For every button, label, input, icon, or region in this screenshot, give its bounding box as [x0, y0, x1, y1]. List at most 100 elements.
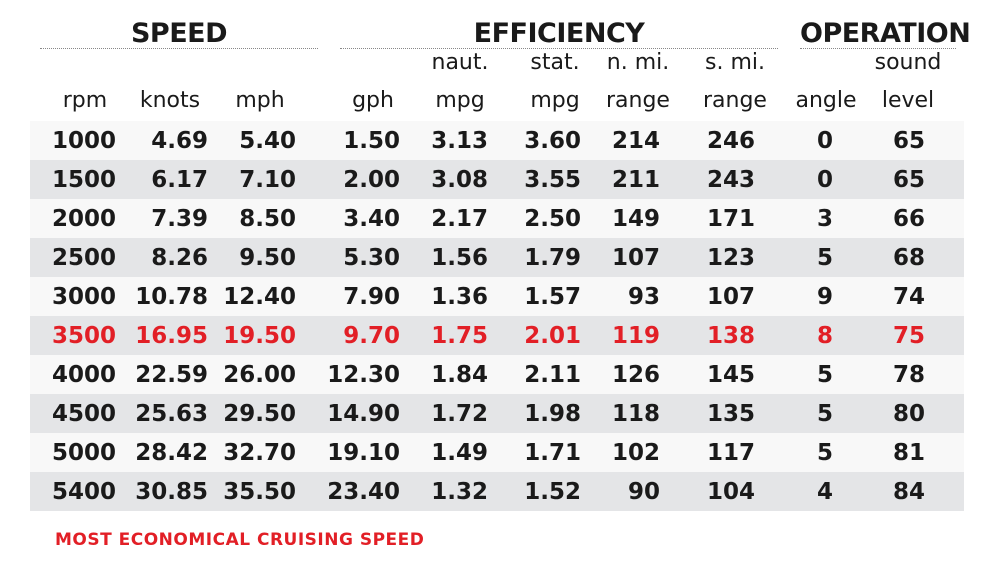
- cell-naut-mpg: 2.17: [431, 206, 488, 232]
- cell-rpm: 1000: [51, 128, 116, 154]
- cell-knots: 28.42: [135, 440, 208, 466]
- cell-rpm: 5000: [51, 440, 116, 466]
- cell-mph: 7.10: [239, 167, 296, 193]
- cell-rpm: 2500: [51, 245, 116, 271]
- cell-angle: 4: [816, 479, 833, 505]
- cell-rpm: 3000: [51, 284, 116, 310]
- cell-knots: 25.63: [135, 401, 208, 427]
- cell-nmi-range: 107: [611, 245, 660, 271]
- cell-smi-range: 138: [706, 323, 755, 349]
- cell-mph: 9.50: [239, 245, 296, 271]
- table-row: 4500 25.63 29.50 14.90 1.72 1.98 118 135 5 80: [30, 394, 964, 433]
- cell-stat-mpg: 1.71: [524, 440, 581, 466]
- cell-knots: 4.69: [151, 128, 208, 154]
- column-header-sound-level: level: [881, 88, 935, 113]
- cell-naut-mpg: 1.49: [431, 440, 488, 466]
- column-header-rpm: rpm: [62, 88, 108, 113]
- cell-mph: 29.50: [223, 401, 296, 427]
- cell-knots: 16.95: [135, 323, 208, 349]
- cell-naut-mpg: 1.56: [431, 245, 488, 271]
- cell-sound-level: 65: [892, 167, 925, 193]
- cell-smi-range: 123: [706, 245, 755, 271]
- cell-smi-range: 117: [706, 440, 755, 466]
- cell-angle: 3: [816, 206, 833, 232]
- cell-mph: 19.50: [223, 323, 296, 349]
- cell-knots: 22.59: [135, 362, 208, 388]
- cell-rpm: 5400: [51, 479, 116, 505]
- cell-gph: 1.50: [343, 128, 400, 154]
- cell-mph: 12.40: [223, 284, 296, 310]
- cell-smi-range: 104: [706, 479, 755, 505]
- data-table: 1000 4.69 5.40 1.50 3.13 3.60 214 246 0 65 1500 6.1…: [30, 121, 964, 511]
- table-row: 4000 22.59 26.00 12.30 1.84 2.11 126 145 5 78: [30, 355, 964, 394]
- cell-stat-mpg: 1.98: [524, 401, 581, 427]
- cell-nmi-range: 211: [611, 167, 660, 193]
- footnote: MOST ECONOMICAL CRUISING SPEED: [55, 530, 425, 550]
- cell-knots: 10.78: [135, 284, 208, 310]
- cell-naut-mpg: 1.75: [431, 323, 488, 349]
- column-header-naut-mpg: mpg: [435, 88, 485, 113]
- cell-angle: 5: [816, 440, 833, 466]
- cell-naut-mpg: 1.32: [431, 479, 488, 505]
- cell-rpm: 2000: [51, 206, 116, 232]
- group-title-operation: OPERATION: [800, 18, 971, 49]
- table-row: 3000 10.78 12.40 7.90 1.36 1.57 93 107 9 74: [30, 277, 964, 316]
- cell-naut-mpg: 3.13: [431, 128, 488, 154]
- cell-knots: 8.26: [151, 245, 208, 271]
- cell-stat-mpg: 2.01: [524, 323, 581, 349]
- cell-smi-range: 107: [706, 284, 755, 310]
- cell-stat-mpg: 1.79: [524, 245, 581, 271]
- column-header-stat-mpg: mpg: [530, 88, 580, 113]
- cell-nmi-range: 214: [611, 128, 660, 154]
- column-header-mph: mph: [235, 88, 285, 113]
- cell-gph: 7.90: [343, 284, 400, 310]
- cell-smi-range: 243: [706, 167, 755, 193]
- column-header-naut-top: naut.: [431, 50, 489, 75]
- cell-stat-mpg: 2.11: [524, 362, 581, 388]
- table-row: 1500 6.17 7.10 2.00 3.08 3.55 211 243 0 65: [30, 160, 964, 199]
- cell-sound-level: 74: [892, 284, 925, 310]
- column-header-knots: knots: [139, 88, 201, 113]
- cell-angle: 8: [816, 323, 833, 349]
- cell-sound-level: 80: [892, 401, 925, 427]
- cell-naut-mpg: 3.08: [431, 167, 488, 193]
- cell-gph: 9.70: [343, 323, 400, 349]
- cell-sound-level: 65: [892, 128, 925, 154]
- cell-sound-level: 66: [892, 206, 925, 232]
- cell-smi-range: 145: [706, 362, 755, 388]
- cell-knots: 6.17: [151, 167, 208, 193]
- cell-smi-range: 171: [706, 206, 755, 232]
- cell-smi-range: 246: [706, 128, 755, 154]
- cell-gph: 19.10: [327, 440, 400, 466]
- table-row: 5000 28.42 32.70 19.10 1.49 1.71 102 117 5 81: [30, 433, 964, 472]
- table-row: 5400 30.85 35.50 23.40 1.32 1.52 90 104 4 84: [30, 472, 964, 511]
- cell-rpm: 4500: [51, 401, 116, 427]
- column-header-nmi-range: range: [606, 88, 670, 113]
- cell-stat-mpg: 1.57: [524, 284, 581, 310]
- column-header-smi-range: range: [703, 88, 767, 113]
- cell-angle: 0: [816, 128, 833, 154]
- cell-angle: 0: [816, 167, 833, 193]
- cell-rpm: 1500: [51, 167, 116, 193]
- column-header-gph: gph: [352, 88, 394, 113]
- cell-nmi-range: 119: [611, 323, 660, 349]
- cell-sound-level: 78: [892, 362, 925, 388]
- column-header-sound-top: sound: [874, 50, 942, 75]
- cell-mph: 5.40: [239, 128, 296, 154]
- cell-nmi-range: 126: [611, 362, 660, 388]
- table-row: 2000 7.39 8.50 3.40 2.17 2.50 149 171 3 66: [30, 199, 964, 238]
- cell-rpm: 4000: [51, 362, 116, 388]
- cell-gph: 2.00: [343, 167, 400, 193]
- cell-stat-mpg: 2.50: [524, 206, 581, 232]
- group-title-speed: SPEED: [130, 18, 228, 49]
- cell-mph: 26.00: [223, 362, 296, 388]
- table-row: 2500 8.26 9.50 5.30 1.56 1.79 107 123 5 68: [30, 238, 964, 277]
- group-rule-speed: [40, 48, 318, 49]
- cell-gph: 12.30: [327, 362, 400, 388]
- cell-sound-level: 84: [892, 479, 925, 505]
- group-rule-efficiency: [340, 48, 778, 49]
- cell-stat-mpg: 3.55: [524, 167, 581, 193]
- group-rule-operation: [800, 48, 956, 49]
- group-title-efficiency: EFFICIENCY: [473, 18, 645, 49]
- cell-nmi-range: 149: [611, 206, 660, 232]
